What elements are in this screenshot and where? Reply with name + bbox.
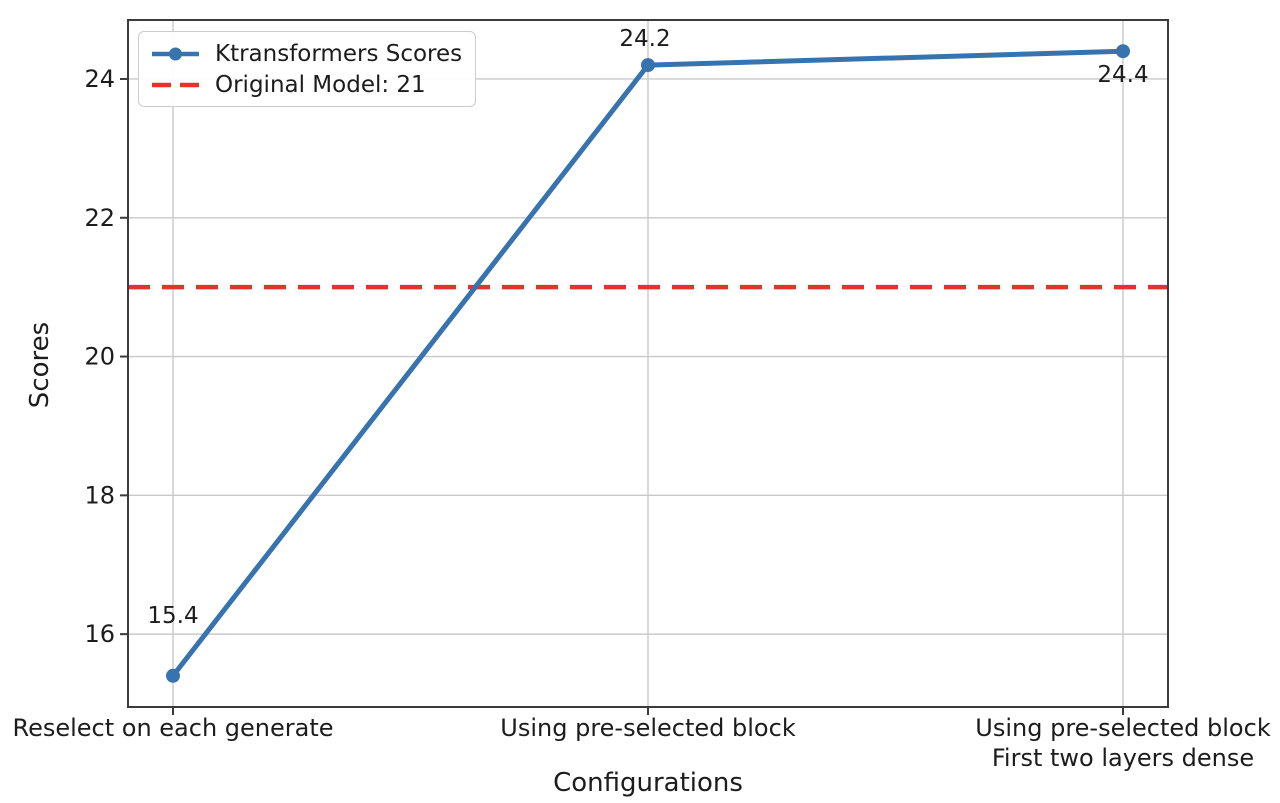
y-tick-label: 18 — [84, 481, 115, 509]
data-label: 24.4 — [1097, 62, 1148, 88]
y-tick-label: 20 — [84, 343, 115, 371]
legend-item-series: Ktransformers Scores — [151, 40, 462, 67]
x-axis-title: Configurations — [553, 768, 743, 798]
y-tick-label: 16 — [84, 620, 115, 648]
data-point — [641, 58, 655, 73]
series-line-swatch — [152, 47, 199, 60]
legend: Ktransformers Scores Original Model: 21 — [138, 31, 477, 107]
reference-dash-swatch — [152, 82, 199, 87]
legend-reference-label: Original Model: 21 — [215, 71, 426, 98]
data-label: 24.2 — [619, 26, 670, 52]
x-tick-label: First two layers dense — [992, 744, 1254, 772]
legend-item-reference: Original Model: 21 — [151, 71, 462, 98]
data-point — [166, 668, 180, 683]
y-axis-title: Scores — [25, 321, 55, 409]
x-tick-label: Using pre-selected block — [975, 714, 1271, 742]
legend-series-label: Ktransformers Scores — [215, 40, 463, 67]
data-label: 15.4 — [147, 603, 198, 629]
data-point — [1116, 44, 1130, 59]
x-tick-label: Reselect on each generate — [12, 714, 333, 742]
y-tick-label: 22 — [84, 204, 115, 232]
x-tick-label: Using pre-selected block — [500, 714, 796, 742]
y-tick-label: 24 — [84, 65, 115, 93]
